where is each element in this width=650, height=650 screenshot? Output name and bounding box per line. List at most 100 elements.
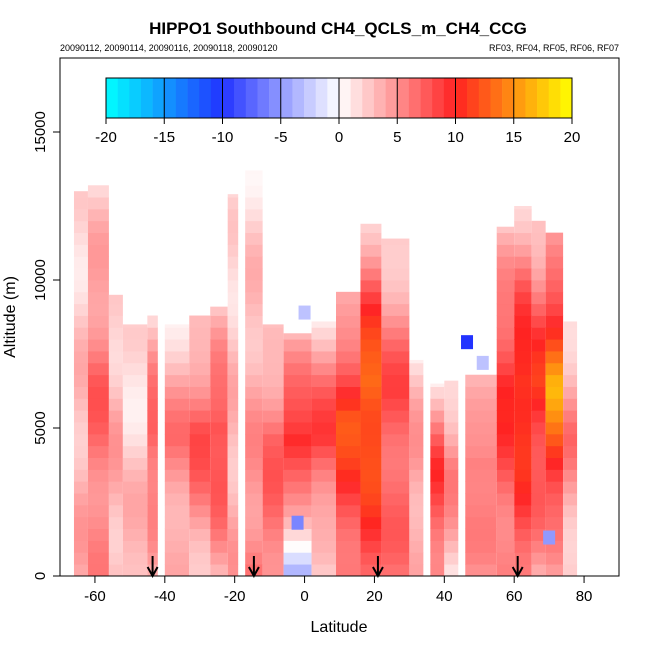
heatmap-cell — [73, 540, 88, 553]
heatmap-cell — [164, 327, 190, 340]
heatmap-cell — [381, 493, 410, 506]
heatmap-cell — [531, 220, 546, 234]
heatmap-cell — [108, 504, 123, 518]
heatmap-cell — [531, 362, 546, 376]
heatmap-column-17 — [430, 383, 445, 576]
heatmap-cell — [465, 552, 497, 565]
heatmap-cell — [245, 362, 263, 376]
heatmap-cell — [430, 422, 445, 435]
heatmap-cell — [189, 516, 211, 530]
heatmap-cell — [73, 552, 88, 565]
heatmap-cell — [245, 445, 263, 458]
heatmap-cell — [210, 457, 228, 470]
heatmap-cell — [164, 386, 190, 399]
colorbar-segment — [502, 78, 515, 118]
heatmap-cell — [87, 374, 109, 387]
heatmap-cell — [496, 528, 515, 541]
heatmap-cell — [360, 315, 382, 328]
heatmap-cell — [311, 481, 337, 494]
heatmap-cell — [430, 481, 445, 494]
x-tick-label: 0 — [300, 588, 308, 605]
colorbar-segment — [280, 78, 293, 118]
heatmap-cell — [496, 315, 515, 328]
heatmap-cell — [245, 398, 263, 411]
heatmap-cell — [409, 540, 424, 553]
heatmap-cell — [210, 398, 228, 411]
heatmap-column-7 — [210, 306, 228, 576]
heatmap-cell — [563, 457, 578, 470]
heatmap-cell — [311, 564, 337, 576]
heatmap-cell — [430, 469, 445, 482]
heatmap-cell — [514, 220, 532, 234]
heatmap-cell — [245, 197, 263, 210]
y-tick-label: 0 — [32, 572, 49, 580]
heatmap-cell — [189, 433, 211, 447]
heatmap-cell — [336, 351, 361, 364]
heatmap-cell — [360, 540, 382, 553]
heatmap-cell — [122, 516, 148, 530]
heatmap-cell — [87, 422, 109, 435]
heatmap-cell — [360, 410, 382, 423]
heatmap-cell — [545, 410, 564, 423]
heatmap-cell — [311, 469, 337, 482]
heatmap-cell — [409, 564, 424, 576]
heatmap-cell — [360, 291, 382, 305]
heatmap-cell — [336, 386, 361, 399]
colorbar-segment — [187, 78, 200, 118]
heatmap-cell — [227, 493, 239, 506]
colorbar-segment — [269, 78, 282, 118]
heatmap-cell — [227, 516, 239, 530]
heatmap-cell — [189, 457, 211, 470]
heatmap-cell — [210, 504, 228, 518]
heatmap-cell — [381, 528, 410, 541]
heatmap-cell — [336, 528, 361, 541]
heatmap-cell — [381, 291, 410, 305]
y-tick-label: 15000 — [32, 111, 49, 153]
heatmap-cell — [108, 362, 123, 376]
heatmap-cell — [283, 528, 312, 541]
heatmap-cell — [87, 469, 109, 482]
heatmap-cell — [189, 481, 211, 494]
heatmap-cell — [545, 386, 564, 399]
heatmap-cell — [545, 552, 564, 565]
heatmap-cell — [514, 232, 532, 245]
heatmap-cell — [227, 327, 239, 340]
heatmap-cell — [147, 339, 158, 352]
heatmap-cell — [514, 256, 532, 269]
heatmap-cell — [531, 540, 546, 553]
heatmap-cell — [189, 540, 211, 553]
heatmap-cell — [360, 433, 382, 447]
heatmap-cell — [245, 422, 263, 435]
heatmap-cell — [514, 493, 532, 506]
heatmap-cell — [545, 244, 564, 257]
heatmap-cell — [87, 220, 109, 234]
heatmap-cell — [336, 552, 361, 565]
heatmap-cell — [164, 564, 190, 576]
heatmap-cell — [336, 315, 361, 328]
heatmap-cell — [311, 493, 337, 506]
heatmap-cell — [514, 469, 532, 482]
heatmap-cell — [563, 481, 578, 494]
heatmap-cell — [87, 197, 109, 210]
heatmap-cell — [531, 552, 546, 565]
colorbar-segment — [455, 78, 468, 118]
heatmap-cell — [108, 433, 123, 447]
heatmap-cell — [531, 481, 546, 494]
heatmap-cell — [262, 481, 284, 494]
heatmap-cell — [444, 433, 459, 447]
heatmap-cell — [563, 410, 578, 423]
heatmap-cell — [108, 386, 123, 399]
heatmap-cell — [210, 410, 228, 423]
heatmap-cell — [147, 351, 158, 364]
heatmap-cell — [311, 386, 337, 399]
heatmap-cell — [227, 303, 239, 316]
heatmap-cell — [311, 445, 337, 458]
heatmap-cell — [381, 339, 410, 352]
chart-title: HIPPO1 Southbound CH4_QCLS_m_CH4_CCG — [149, 19, 527, 38]
heatmap-cell — [245, 351, 263, 364]
heatmap-cell — [336, 398, 361, 411]
heatmap-cell — [311, 540, 337, 553]
heatmap-cell — [409, 433, 424, 447]
heatmap-cell — [283, 333, 312, 340]
heatmap-cell — [514, 327, 532, 340]
